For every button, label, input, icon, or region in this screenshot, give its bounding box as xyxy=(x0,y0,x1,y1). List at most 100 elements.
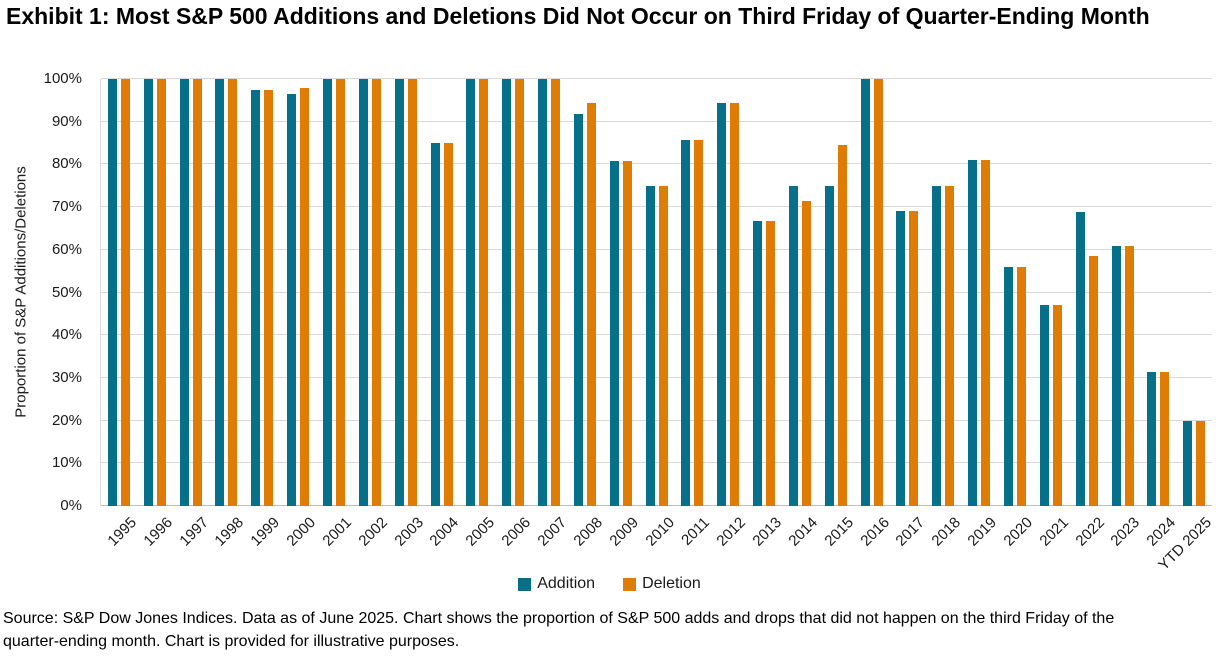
bar-group-2017 xyxy=(890,79,926,506)
bar-addition-2010 xyxy=(645,185,655,506)
legend-label-addition: Addition xyxy=(537,575,596,592)
bar-deletion-2013 xyxy=(766,221,776,506)
bar-addition-1996 xyxy=(143,79,153,506)
bar-addition-2013 xyxy=(753,221,763,506)
bar-deletion-2004 xyxy=(443,143,453,506)
x-tick-label-2017: 2017 xyxy=(892,514,929,550)
x-tick-label-2003: 2003 xyxy=(391,514,427,550)
x-axis-tick-labels: 1995 1996 1997 1998 1999 2000 2001 2002 2003 2004… xyxy=(100,506,1215,574)
bar-group-1998 xyxy=(209,79,245,506)
bar-deletion-2006 xyxy=(515,79,525,506)
bar-group-ytd-2025 xyxy=(1176,79,1212,506)
x-axis-line xyxy=(101,505,1212,506)
x-tick-label-1996: 1996 xyxy=(140,514,176,550)
bar-addition-2022 xyxy=(1075,212,1085,506)
bar-group-2002 xyxy=(352,79,388,506)
x-tick-label-2021: 2021 xyxy=(1036,514,1072,550)
bar-addition-2001 xyxy=(322,79,332,506)
bar-addition-2023 xyxy=(1111,245,1121,506)
bar-deletion-2005 xyxy=(479,79,489,506)
bar-addition-2000 xyxy=(287,94,297,506)
bar-deletion-1999 xyxy=(264,89,274,506)
bar-group-2015 xyxy=(818,79,854,506)
bar-deletion-2015 xyxy=(837,145,847,506)
x-tick-label-2008: 2008 xyxy=(570,514,606,550)
bar-deletion-ytd-2025 xyxy=(1196,420,1206,506)
gridline-10 xyxy=(101,462,1212,464)
x-tick-label-2012: 2012 xyxy=(713,514,750,550)
x-tick-label-2005: 2005 xyxy=(462,514,499,550)
bar-addition-2004 xyxy=(430,143,440,506)
bar-addition-2007 xyxy=(538,79,548,506)
y-tick-label-90: 90% xyxy=(51,112,82,130)
y-tick-label-100: 100% xyxy=(43,70,82,87)
bar-deletion-2010 xyxy=(658,185,668,506)
x-tick-label-2009: 2009 xyxy=(606,514,642,550)
bar-group-2014 xyxy=(782,79,818,506)
bar-deletion-2020 xyxy=(1017,266,1027,506)
x-tick-label-1997: 1997 xyxy=(175,514,212,550)
bar-group-2005 xyxy=(459,79,495,506)
bar-deletion-2001 xyxy=(335,79,345,506)
y-tick-label-0: 0% xyxy=(60,497,82,514)
y-tick-label-20: 20% xyxy=(51,411,82,429)
bar-group-2004 xyxy=(424,79,460,506)
legend: Addition Deletion xyxy=(0,574,1219,594)
bar-addition-1999 xyxy=(251,89,261,506)
bar-addition-1995 xyxy=(107,79,117,506)
bar-deletion-2012 xyxy=(730,103,740,506)
bar-addition-1998 xyxy=(215,79,225,506)
x-tick-label-2014: 2014 xyxy=(785,514,821,550)
x-tick-label-2018: 2018 xyxy=(928,514,965,550)
legend-item-addition: Addition xyxy=(518,575,595,593)
bar-addition-2005 xyxy=(466,79,476,506)
bar-addition-ytd-2025 xyxy=(1183,420,1193,506)
bar-group-2013 xyxy=(746,79,782,506)
bar-group-2021 xyxy=(1033,79,1069,506)
bar-deletion-1997 xyxy=(192,79,202,506)
bar-addition-1997 xyxy=(179,79,189,506)
bar-deletion-2021 xyxy=(1052,305,1062,506)
bar-addition-2016 xyxy=(860,79,870,506)
bar-addition-2020 xyxy=(1004,266,1014,506)
bar-addition-2011 xyxy=(681,140,691,506)
bar-addition-2006 xyxy=(502,79,512,506)
bar-addition-2008 xyxy=(573,114,583,506)
chart-title: Exhibit 1: Most S&P 500 Additions and De… xyxy=(6,3,1150,29)
x-tick-label-2010: 2010 xyxy=(641,514,678,550)
y-tick-label-60: 60% xyxy=(51,240,82,258)
gridline-40 xyxy=(101,334,1212,336)
bar-group-1996 xyxy=(137,79,173,506)
bar-deletion-1995 xyxy=(120,79,130,506)
bar-addition-2014 xyxy=(788,185,798,506)
x-tick-label-1998: 1998 xyxy=(211,514,248,550)
gridline-50 xyxy=(101,291,1212,293)
bar-group-2010 xyxy=(639,79,675,506)
bar-group-2018 xyxy=(925,79,961,506)
bar-addition-2002 xyxy=(358,79,368,506)
gridline-20 xyxy=(101,419,1212,421)
x-tick-label-2023: 2023 xyxy=(1107,514,1144,550)
bar-group-1995 xyxy=(101,79,137,506)
bar-group-2009 xyxy=(603,79,639,506)
bar-series-container xyxy=(101,79,1212,506)
bar-group-2012 xyxy=(710,79,746,506)
y-axis-tick-labels: 0% 10% 20% 30% 40% 50% 60% 70% 80% 90% 100% xyxy=(0,70,82,514)
x-tick-label-2016: 2016 xyxy=(856,514,893,550)
bar-group-2023 xyxy=(1105,79,1141,506)
bar-deletion-2024 xyxy=(1160,372,1170,506)
bar-addition-2009 xyxy=(609,160,619,506)
bar-deletion-2009 xyxy=(622,160,632,506)
bar-group-2000 xyxy=(280,79,316,506)
gridline-30 xyxy=(101,376,1212,378)
x-tick-label-2011: 2011 xyxy=(678,514,714,549)
bar-deletion-2000 xyxy=(300,87,310,506)
bar-addition-2015 xyxy=(824,185,834,506)
bar-deletion-2019 xyxy=(981,160,991,506)
source-note: Source: S&P Dow Jones Indices. Data as o… xyxy=(3,610,1115,650)
bar-deletion-2017 xyxy=(909,210,919,506)
y-tick-label-30: 30% xyxy=(51,368,82,386)
y-tick-label-70: 70% xyxy=(51,198,82,216)
x-tick-label-1995: 1995 xyxy=(104,514,140,550)
bar-deletion-2011 xyxy=(694,140,704,506)
